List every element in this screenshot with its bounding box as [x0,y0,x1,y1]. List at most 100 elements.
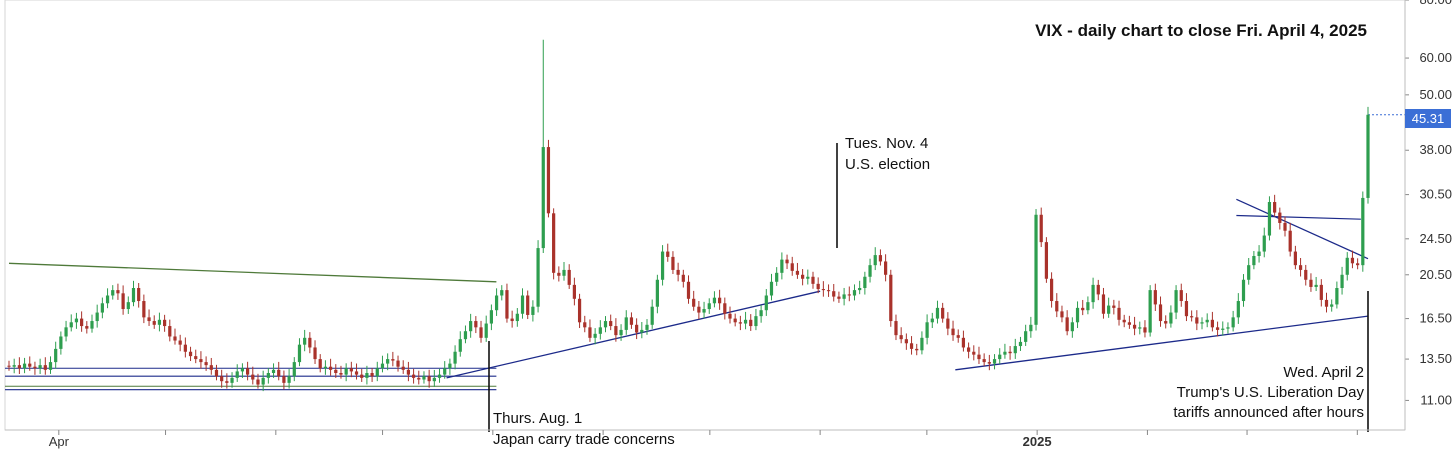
candle-body [147,317,151,322]
candle-body [951,328,955,336]
candle-body [380,363,385,369]
candle-body [1330,304,1334,307]
candle-body [806,276,810,279]
candle-body [790,263,794,271]
candle-body [173,336,177,341]
candle-body [188,351,193,357]
candle-body [889,274,893,322]
candle-body [614,326,618,336]
candle-body [1070,322,1074,332]
candle-body [1262,235,1266,252]
candle-body [603,321,608,328]
chart-title: VIX - daily chart to close Fri. April 4,… [1035,21,1367,40]
candle-body [1309,279,1313,287]
candle-body [1324,299,1329,307]
candle-body [365,373,369,378]
candle-body [95,312,99,322]
candle-body [328,366,333,370]
candle-body [443,368,447,375]
candle-body [240,368,245,372]
candle-body [323,366,328,369]
candle-body [287,376,291,383]
candle-body [1075,307,1080,323]
candle-body [80,318,84,327]
candle-body [1164,321,1168,324]
candle-body [1215,327,1220,330]
candle-body [74,318,79,323]
candle-body [100,303,104,313]
candle-body [1060,311,1064,318]
candle-body [479,327,483,338]
candle-body [370,373,374,377]
trend-line-resistance-short [1236,214,1361,220]
candle-body [1210,319,1214,328]
candle-body [795,270,800,275]
candle-body [484,323,488,338]
candle-body [635,324,639,333]
candle-body [38,365,42,369]
candle-body [671,256,675,270]
candle-body [318,359,322,369]
candle-body [354,371,359,375]
candle-body [1091,284,1095,303]
candle-body [832,291,836,297]
candle-body [655,279,659,307]
candle-body [1122,319,1126,323]
annotation-aug1-event: Japan carry trade concerns [493,431,675,448]
y-tick-label: 13.50 [1419,351,1452,366]
candle-body [557,272,561,276]
candle-body [261,377,265,385]
candle-body [956,335,960,338]
candle-body [702,309,706,313]
candle-body [505,290,509,319]
candle-body [235,371,239,378]
candle-body [681,274,685,282]
candle-body [666,251,670,257]
event-markers [488,143,1369,432]
candle-body [313,347,317,360]
candle-body [1169,312,1173,324]
candle-body [728,313,732,319]
candle-body [1132,324,1137,329]
price-axis: 11.00 13.50 16.50 20.50 24.50 30.50 38.00 50.00… [1404,0,1452,430]
candle-body [1184,301,1189,317]
candle-body [899,335,903,340]
candle-body [1179,290,1183,302]
candle-body [427,376,431,382]
candle-body [510,318,514,322]
y-tick-label: 80.00 [1419,0,1452,7]
candle-body [245,368,250,375]
candle-body [448,363,452,369]
candle-body [1278,212,1282,223]
candle-body [131,288,136,303]
candle-body [1257,251,1261,256]
y-tick-label: 16.50 [1419,311,1452,326]
candle-body [121,293,125,310]
candle-body [1008,351,1012,354]
candle-body [941,307,945,319]
candle-body [821,289,825,291]
candle-body [759,310,763,317]
candle-body [852,290,857,296]
candle-body [303,337,307,345]
candle-body [1345,257,1349,275]
candle-body [577,298,582,323]
candle-body [126,302,130,310]
candle-body [168,326,172,337]
candle-body [1221,328,1225,330]
candle-body [1304,269,1308,280]
x-tick-label: Apr [49,434,70,449]
last-price-label: 45.31 [1412,111,1445,126]
candle-body [1298,265,1303,270]
candle-body [718,297,722,304]
annotation-tariff-detail: tariffs announced after hours [1173,404,1364,421]
candle-body [194,356,198,360]
candle-body [28,363,32,367]
candle-body [1236,301,1240,318]
candle-body [1195,317,1199,324]
candle-body [624,317,628,330]
candle-body [1366,114,1370,198]
candle-body [1231,317,1235,328]
candle-body [17,365,21,369]
candle-body [308,337,312,348]
